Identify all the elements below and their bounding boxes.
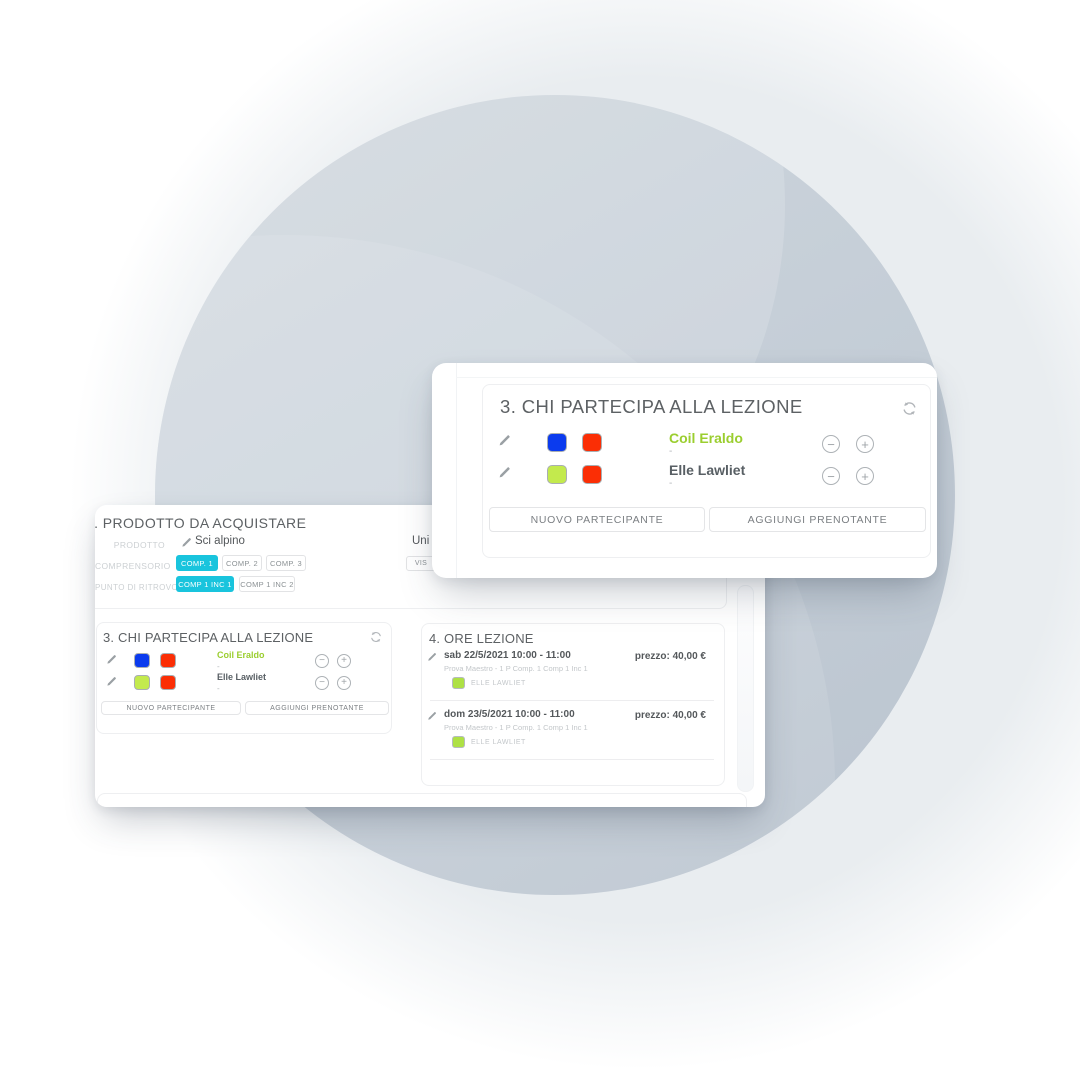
lesson-price: prezzo: 40,00 € xyxy=(634,651,706,662)
clipped-bottom-panel xyxy=(97,793,747,807)
lesson-participant-name: ELLE LAWLIET xyxy=(471,680,526,687)
plus-icon[interactable] xyxy=(337,654,351,668)
scrollbar-track[interactable] xyxy=(737,585,754,792)
meeting-chip-comp1inc1[interactable]: COMP 1 INC 1 xyxy=(176,576,234,592)
participant-name: Coil Eraldo xyxy=(217,650,265,660)
pencil-icon[interactable] xyxy=(427,711,437,721)
lesson-hours-title: 4. ORE LEZIONE xyxy=(429,631,534,646)
lesson-datetime: sab 22/5/2021 10:00 - 11:00 xyxy=(444,650,571,661)
participant-name: Coil Eraldo xyxy=(669,430,743,446)
lesson-details: Prova Maestro - 1 P Comp. 1 Comp 1 Inc 1 xyxy=(444,723,588,732)
minus-icon[interactable] xyxy=(315,654,329,668)
lesson-participant-name: ELLE LAWLIET xyxy=(471,739,526,746)
area-chip-comp2[interactable]: COMP. 2 xyxy=(222,555,262,571)
participant-color-swatch[interactable] xyxy=(134,675,150,690)
new-participant-button[interactable]: NUOVO PARTECIPANTE xyxy=(101,701,241,715)
add-booker-button[interactable]: AGGIUNGI PRENOTANTE xyxy=(245,701,389,715)
pencil-icon[interactable] xyxy=(181,537,192,548)
participants-section-title: 3. CHI PARTECIPA ALLA LEZIONE xyxy=(500,396,803,417)
pencil-icon[interactable] xyxy=(498,434,511,447)
meeting-chip-comp1inc2[interactable]: COMP 1 INC 2 xyxy=(239,576,295,592)
lesson-divider xyxy=(430,700,714,701)
lesson-hours-panel: 4. ORE LEZIONE sab 22/5/2021 10:00 - 11:… xyxy=(421,623,725,786)
participant-name: Elle Lawliet xyxy=(217,672,267,682)
plus-icon[interactable] xyxy=(856,467,874,485)
clipped-column-text: Uni xyxy=(412,535,430,547)
participants-section-panel: 3. CHI PARTECIPA ALLA LEZIONE Coil Erald… xyxy=(482,384,931,558)
participant-color-swatch[interactable] xyxy=(547,433,567,452)
refresh-icon[interactable] xyxy=(370,631,382,643)
new-participant-button[interactable]: NUOVO PARTECIPANTE xyxy=(489,507,705,532)
lesson-participant-swatch xyxy=(452,677,465,689)
page-divider xyxy=(456,363,457,578)
product-label: PRODOTTO xyxy=(113,540,165,550)
pencil-icon[interactable] xyxy=(106,654,117,665)
lesson-divider xyxy=(430,759,714,760)
minus-icon[interactable] xyxy=(315,676,329,690)
participant-sub: - xyxy=(669,446,673,457)
lesson-datetime: dom 23/5/2021 10:00 - 11:00 xyxy=(444,709,575,720)
product-value[interactable]: Sci alpino xyxy=(195,535,245,547)
participants-card: 3. CHI PARTECIPA ALLA LEZIONE Coil Erald… xyxy=(432,363,937,578)
participant-sub: - xyxy=(217,684,220,693)
plus-icon[interactable] xyxy=(856,435,874,453)
header-divider xyxy=(456,377,937,378)
area-chip-comp3[interactable]: COMP. 3 xyxy=(266,555,306,571)
participant-color-swatch[interactable] xyxy=(160,675,176,690)
lesson-details: Prova Maestro - 1 P Comp. 1 Comp 1 Inc 1 xyxy=(444,664,588,673)
plus-icon[interactable] xyxy=(337,676,351,690)
refresh-icon[interactable] xyxy=(902,401,917,416)
participant-color-swatch[interactable] xyxy=(547,465,567,484)
participants-section-panel: 3. CHI PARTECIPA ALLA LEZIONE Coil Erald… xyxy=(96,622,392,734)
lesson-price: prezzo: 40,00 € xyxy=(634,710,706,721)
participant-sub: - xyxy=(669,478,673,489)
pencil-icon[interactable] xyxy=(498,466,511,479)
minus-icon[interactable] xyxy=(822,435,840,453)
product-section-title: 2. PRODOTTO DA ACQUISTARE xyxy=(95,515,307,531)
meeting-point-label: PUNTO DI RITROVO xyxy=(95,583,179,592)
minus-icon[interactable] xyxy=(822,467,840,485)
participant-name: Elle Lawliet xyxy=(669,462,746,478)
pencil-icon[interactable] xyxy=(106,676,117,687)
area-chip-comp1[interactable]: COMP. 1 xyxy=(176,555,218,571)
pencil-icon[interactable] xyxy=(427,652,437,662)
participant-color-swatch[interactable] xyxy=(134,653,150,668)
participants-section-title: 3. CHI PARTECIPA ALLA LEZIONE xyxy=(103,630,314,645)
participant-color-swatch[interactable] xyxy=(160,653,176,668)
participant-color-swatch[interactable] xyxy=(582,465,602,484)
lesson-participant-swatch xyxy=(452,736,465,748)
add-booker-button[interactable]: AGGIUNGI PRENOTANTE xyxy=(709,507,926,532)
participant-sub: - xyxy=(217,662,220,671)
area-label: COMPRENSORIO xyxy=(95,561,171,571)
participant-color-swatch[interactable] xyxy=(582,433,602,452)
